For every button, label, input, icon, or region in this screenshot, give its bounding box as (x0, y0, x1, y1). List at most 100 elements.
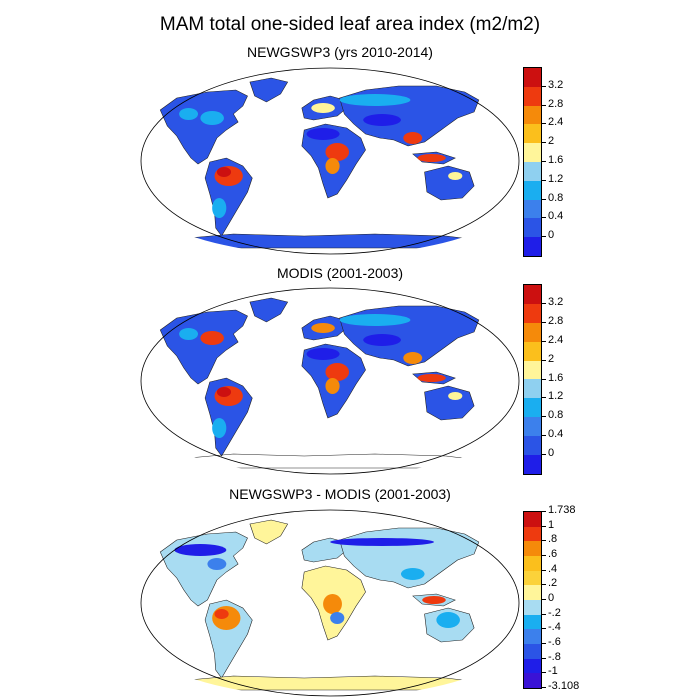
colorbar-swatch (524, 512, 541, 527)
colorbar-label: -3.108 (548, 680, 580, 692)
colorbar-label: 2.4 (548, 116, 564, 129)
colorbar-label: .8 (548, 533, 558, 546)
boreal-na-negative (174, 544, 227, 556)
colorbar-tick (542, 236, 546, 238)
colorbar-label: 3.2 (548, 78, 564, 91)
amazon-core (216, 387, 232, 397)
panel-2-map (140, 287, 520, 475)
colorbar-tick (542, 85, 546, 87)
colorbar-swatch (524, 455, 541, 474)
colorbar-swatch (524, 614, 541, 630)
colorbar-swatch (524, 322, 541, 342)
africa-south-negative (330, 612, 345, 624)
colorbar-label: 1.6 (548, 371, 564, 384)
colorbar-tick (542, 435, 546, 437)
figure-title: MAM total one-sided leaf area index (m2/… (159, 14, 541, 35)
map-layers (159, 297, 480, 469)
siberia-boreal (339, 94, 411, 106)
us-negative (207, 558, 227, 570)
africa-positive (323, 594, 342, 614)
map-layers (159, 519, 480, 691)
colorbar-swatch (524, 285, 541, 304)
europe-crops (311, 103, 335, 113)
land-greenland (249, 297, 289, 323)
south-america-south (212, 418, 227, 438)
colorbar-tick (542, 142, 546, 144)
map-outline (140, 287, 520, 475)
colorbar-tick (542, 628, 546, 630)
colorbar-gradient (523, 511, 542, 689)
colorbar-swatch (524, 143, 541, 162)
amazon-core (216, 167, 232, 177)
colorbar-gradient (523, 67, 542, 257)
colorbar-tick (542, 540, 546, 542)
colorbar-swatch (524, 124, 541, 144)
colorbar-tick (542, 657, 546, 659)
colorbar-tick (542, 643, 546, 644)
colorbar-tick (542, 584, 546, 586)
colorbar-tick (542, 321, 546, 323)
colorbar-tick (542, 555, 546, 556)
colorbar-tick (542, 613, 546, 615)
colorbar-swatch (524, 398, 541, 418)
colorbar-label: 2.8 (548, 97, 564, 110)
colorbar-swatch (524, 341, 541, 361)
colorbar-label: -.6 (548, 636, 561, 648)
colorbar-label: 2.4 (548, 333, 564, 346)
panel-1-title: NEWGSWP3 (yrs 2010-2014) (247, 44, 433, 60)
colorbar-tick (542, 687, 546, 688)
colorbar-swatch (524, 629, 541, 644)
se-asia-forest (403, 352, 423, 364)
colorbar-tick (542, 104, 546, 106)
se-asia-forest (403, 132, 423, 144)
colorbar-tick (542, 416, 546, 418)
land-greenland (249, 77, 289, 103)
colorbar-label: -.2 (548, 606, 561, 619)
colorbar-swatch (524, 541, 541, 556)
boreal-canada (179, 328, 198, 340)
land-northAmerica (159, 531, 248, 607)
colorbar-label: 0 (548, 592, 555, 604)
land-antarctica (188, 233, 480, 249)
siberia-boreal (339, 314, 411, 326)
colorbar-swatch (524, 436, 541, 456)
colorbar-tick (542, 198, 546, 200)
eastern-us-forest (200, 331, 224, 345)
colorbar-label: 1.6 (548, 154, 564, 166)
colorbar-swatch (524, 105, 541, 125)
sahara (306, 348, 340, 360)
congo-high-lai (325, 143, 350, 161)
colorbar-tick (542, 217, 546, 219)
colorbar-swatch (524, 68, 541, 87)
siberia-negative-band (330, 538, 435, 546)
map-outline (140, 509, 520, 697)
land-europe (301, 537, 348, 563)
land-antarctica (188, 675, 480, 691)
land-australia (424, 385, 475, 421)
colorbar-label: -.4 (548, 621, 561, 634)
colorbar-swatch (524, 585, 541, 600)
colorbar-swatch (524, 570, 541, 586)
panel-1-map (140, 67, 520, 255)
land-australia (424, 165, 475, 201)
indonesia-positive (422, 596, 446, 604)
colorbar-label: 1.2 (548, 172, 564, 185)
panel-3-map (140, 509, 520, 697)
colorbar-tick (542, 179, 546, 181)
colorbar-label: .4 (548, 562, 558, 575)
map-outline (140, 67, 520, 255)
amazon-positive (212, 606, 241, 630)
colorbar-label: .6 (548, 548, 558, 560)
boreal-canada (179, 108, 198, 120)
colorbar-label: 1.2 (548, 390, 564, 403)
colorbar-tick (542, 123, 546, 125)
colorbar-tick (542, 161, 546, 162)
colorbar-swatch (524, 643, 541, 659)
central-asia-desert (363, 114, 401, 126)
amazon-strong-positive (214, 609, 229, 619)
land-greenland (249, 519, 289, 545)
colorbar-swatch (524, 417, 541, 437)
colorbar-label: 0.4 (548, 428, 564, 441)
colorbar-label: -1 (548, 665, 558, 678)
colorbar-label: 2 (548, 135, 555, 148)
